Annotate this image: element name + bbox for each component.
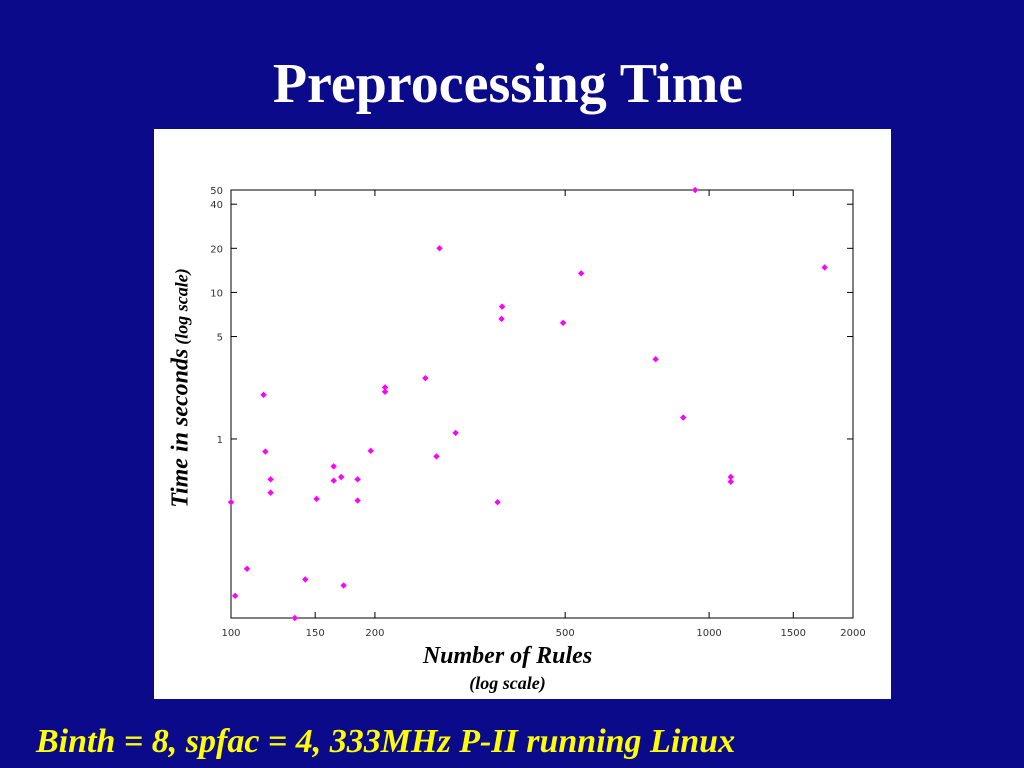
data-point <box>354 476 361 483</box>
y-axis-scale-note: (log scale) <box>171 268 192 345</box>
data-point <box>267 489 274 496</box>
data-point <box>422 374 429 382</box>
x-axis-title: Number of Rules <box>422 643 593 669</box>
y-tick-label: 5 <box>217 333 223 344</box>
data-point <box>330 477 337 484</box>
data-point <box>267 476 274 483</box>
plot-panel <box>154 129 891 699</box>
data-point <box>821 264 828 271</box>
data-point <box>727 478 734 486</box>
data-point <box>680 414 687 421</box>
data-point <box>559 319 567 327</box>
data-point <box>691 186 699 194</box>
x-tick-label: 100 <box>221 628 240 639</box>
data-point <box>227 499 235 506</box>
x-tick-label: 150 <box>306 628 325 639</box>
data-point <box>302 576 309 583</box>
data-point <box>433 453 440 460</box>
data-point <box>652 356 659 363</box>
data-point <box>498 315 505 323</box>
y-tick-label: 10 <box>210 288 223 299</box>
slide-title: Preprocessing Time <box>272 53 744 115</box>
x-tick-label: 200 <box>365 628 384 639</box>
data-point <box>436 245 443 252</box>
y-axis-label: Time in seconds (log scale) <box>168 268 195 508</box>
data-point <box>498 303 506 310</box>
y-tick-label: 50 <box>210 186 223 197</box>
y-tick-label: 20 <box>210 244 223 255</box>
x-tick-label: 500 <box>556 628 575 639</box>
data-point <box>291 614 299 622</box>
x-tick-label: 2000 <box>840 628 865 639</box>
y-tick-label: 1 <box>217 435 223 446</box>
data-point <box>231 592 239 600</box>
data-point <box>260 391 267 399</box>
x-tick-label: 1500 <box>781 628 806 639</box>
data-point <box>340 582 347 589</box>
data-point <box>727 473 734 481</box>
data-point <box>262 448 269 455</box>
data-point <box>367 447 374 455</box>
y-tick-label: 40 <box>210 200 223 211</box>
data-point <box>354 497 361 504</box>
x-axis-scale-note: (log scale) <box>469 673 546 693</box>
data-point <box>381 384 389 391</box>
data-point <box>330 463 337 470</box>
slide-caption: Binth = 8, spfac = 4, 333MHz P-II runnin… <box>36 723 736 760</box>
x-tick-label: 1000 <box>696 628 721 639</box>
data-point <box>243 565 251 572</box>
data-point <box>337 473 345 481</box>
data-point <box>494 499 501 506</box>
data-point <box>313 495 320 503</box>
data-point <box>577 270 585 277</box>
data-point <box>381 388 389 395</box>
plot-frame <box>230 189 854 619</box>
data-point <box>452 429 459 437</box>
y-axis-title: Time in seconds <box>167 348 194 508</box>
